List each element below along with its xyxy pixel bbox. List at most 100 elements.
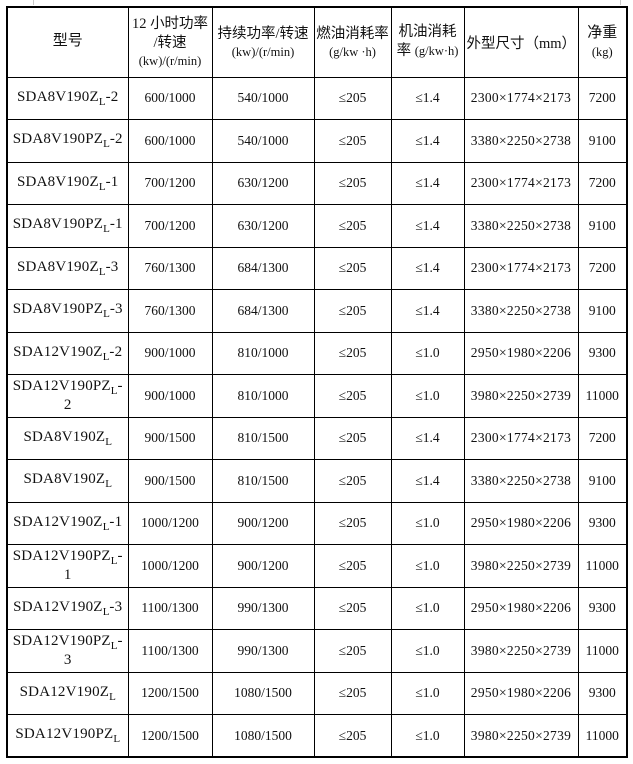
model-cell: SDA12V190ZL-3: [6, 586, 129, 630]
model-subscript: L: [98, 265, 106, 278]
header-12h-unit: (kw)/(r/min): [138, 54, 202, 69]
power-12h-cell: 900/1500: [127, 416, 213, 460]
power-cont-cell: 810/1500: [211, 459, 315, 503]
header-fuel-rate: 燃油消耗率 (g/kw ·h): [313, 6, 392, 78]
power-cont-cell: 540/1000: [211, 119, 315, 163]
header-fuel-unit: (g/kw ·h): [329, 44, 376, 59]
model-subscript: L: [110, 554, 118, 567]
header-dimensions: 外型尺寸（mm）: [463, 6, 579, 78]
net-weight-cell: 9300: [577, 501, 628, 545]
oil-rate-cell: ≤1.0: [390, 714, 465, 758]
dimensions-cell: 2950×1980×2206: [463, 331, 579, 375]
model-subscript: L: [110, 639, 118, 652]
fuel-rate-cell: ≤205: [313, 331, 392, 375]
dimensions-cell: 2300×1774×2173: [463, 76, 579, 120]
fuel-rate-cell: ≤205: [313, 629, 392, 673]
net-weight-cell: 11000: [577, 374, 628, 418]
table-row: SDA8V190ZL-3 760/1300 684/1300 ≤205 ≤1.4…: [6, 246, 628, 290]
model-name: SDA12V190Z: [13, 513, 103, 530]
header-oil-rate: 机油消耗 率 (g/kw·h): [390, 6, 465, 78]
model-name: SDA12V190Z: [13, 598, 103, 615]
net-weight-cell: 7200: [577, 76, 628, 120]
table-body: SDA8V190ZL-2 600/1000 540/1000 ≤205 ≤1.4…: [6, 76, 628, 758]
model-subscript: L: [98, 95, 106, 108]
fuel-rate-cell: ≤205: [313, 374, 392, 418]
power-12h-cell: 1000/1200: [127, 544, 213, 588]
model-suffix: -1: [109, 513, 123, 530]
oil-rate-cell: ≤1.0: [390, 331, 465, 375]
fuel-rate-cell: ≤205: [313, 416, 392, 460]
model-name: SDA8V190PZ: [12, 131, 104, 148]
header-12h-line2: /转速: [153, 35, 187, 52]
model-suffix: -3: [63, 632, 123, 668]
model-subscript: L: [105, 478, 113, 491]
model-name: SDA8V190Z: [23, 428, 106, 445]
power-cont-cell: 1080/1500: [211, 671, 315, 715]
table-row: SDA12V190PZL-3 1100/1300 990/1300 ≤205 ≤…: [6, 629, 628, 673]
table-row: SDA8V190ZL 900/1500 810/1500 ≤205 ≤1.4 2…: [6, 416, 628, 460]
table-row: SDA8V190ZL-1 700/1200 630/1200 ≤205 ≤1.4…: [6, 161, 628, 205]
dimensions-cell: 3380×2250×2738: [463, 204, 579, 248]
scan-artifact: [33, 0, 34, 5]
model-cell: SDA8V190ZL-1: [6, 161, 129, 205]
model-cell: SDA12V190ZL: [6, 671, 129, 715]
power-12h-cell: 1100/1300: [127, 586, 213, 630]
net-weight-cell: 11000: [577, 714, 628, 758]
table-row: SDA12V190ZL-3 1100/1300 990/1300 ≤205 ≤1…: [6, 586, 628, 630]
fuel-rate-cell: ≤205: [313, 204, 392, 248]
model-cell: SDA8V190PZL-1: [6, 204, 129, 248]
net-weight-cell: 7200: [577, 246, 628, 290]
model-name: SDA12V190PZ: [12, 377, 111, 394]
header-fuel-line1: 燃油消耗率: [316, 25, 389, 42]
fuel-rate-cell: ≤205: [313, 119, 392, 163]
model-cell: SDA12V190PZL-1: [6, 544, 129, 588]
table-row: SDA12V190PZL 1200/1500 1080/1500 ≤205 ≤1…: [6, 714, 628, 758]
engine-spec-table: 型号 12 小时功率 /转速 (kw)/(r/min) 持续功率/转速 (kw)…: [6, 6, 628, 758]
model-suffix: -3: [105, 258, 119, 275]
model-subscript: L: [109, 690, 116, 703]
power-cont-cell: 540/1000: [211, 76, 315, 120]
dimensions-cell: 2950×1980×2206: [463, 586, 579, 630]
power-12h-cell: 700/1200: [127, 204, 213, 248]
net-weight-cell: 7200: [577, 416, 628, 460]
power-12h-cell: 600/1000: [127, 119, 213, 163]
model-name: SDA8V190PZ: [12, 216, 104, 233]
model-subscript: L: [102, 520, 110, 533]
table-row: SDA8V190PZL-1 700/1200 630/1200 ≤205 ≤1.…: [6, 204, 628, 248]
power-cont-cell: 900/1200: [211, 501, 315, 545]
model-cell: SDA8V190ZL: [6, 416, 129, 460]
header-weight-unit: (kg): [591, 45, 613, 60]
header-cont-line1: 持续功率/转速: [217, 25, 309, 42]
net-weight-cell: 9300: [577, 671, 628, 715]
dimensions-cell: 2300×1774×2173: [463, 246, 579, 290]
model-suffix: -2: [63, 377, 123, 413]
fuel-rate-cell: ≤205: [313, 459, 392, 503]
oil-rate-cell: ≤1.4: [390, 119, 465, 163]
table-row: SDA12V190ZL-1 1000/1200 900/1200 ≤205 ≤1…: [6, 501, 628, 545]
table-row: SDA12V190PZL-2 900/1000 810/1000 ≤205 ≤1…: [6, 374, 628, 418]
oil-rate-cell: ≤1.0: [390, 501, 465, 545]
oil-rate-cell: ≤1.0: [390, 671, 465, 715]
fuel-rate-cell: ≤205: [313, 671, 392, 715]
power-12h-cell: 760/1300: [127, 246, 213, 290]
model-suffix: -1: [109, 216, 123, 233]
header-cont-power: 持续功率/转速 (kw)/(r/min): [211, 6, 315, 78]
net-weight-cell: 11000: [577, 544, 628, 588]
oil-rate-cell: ≤1.4: [390, 204, 465, 248]
dimensions-cell: 3380×2250×2738: [463, 459, 579, 503]
model-cell: SDA12V190PZL-2: [6, 374, 129, 418]
model-name: SDA12V190PZ: [15, 726, 114, 742]
power-12h-cell: 600/1000: [127, 76, 213, 120]
table-row: SDA12V190ZL-2 900/1000 810/1000 ≤205 ≤1.…: [6, 331, 628, 375]
power-12h-cell: 1200/1500: [127, 714, 213, 758]
power-cont-cell: 990/1300: [211, 586, 315, 630]
oil-rate-cell: ≤1.0: [390, 629, 465, 673]
net-weight-cell: 9300: [577, 331, 628, 375]
dimensions-cell: 3980×2250×2739: [463, 374, 579, 418]
header-12h-line1: 12 小时功率: [131, 16, 209, 32]
header-cont-unit: (kw)/(r/min): [231, 44, 295, 59]
table-row: SDA8V190PZL-3 760/1300 684/1300 ≤205 ≤1.…: [6, 289, 628, 333]
net-weight-cell: 11000: [577, 629, 628, 673]
model-name: SDA12V190PZ: [12, 547, 111, 564]
oil-rate-cell: ≤1.4: [390, 76, 465, 120]
